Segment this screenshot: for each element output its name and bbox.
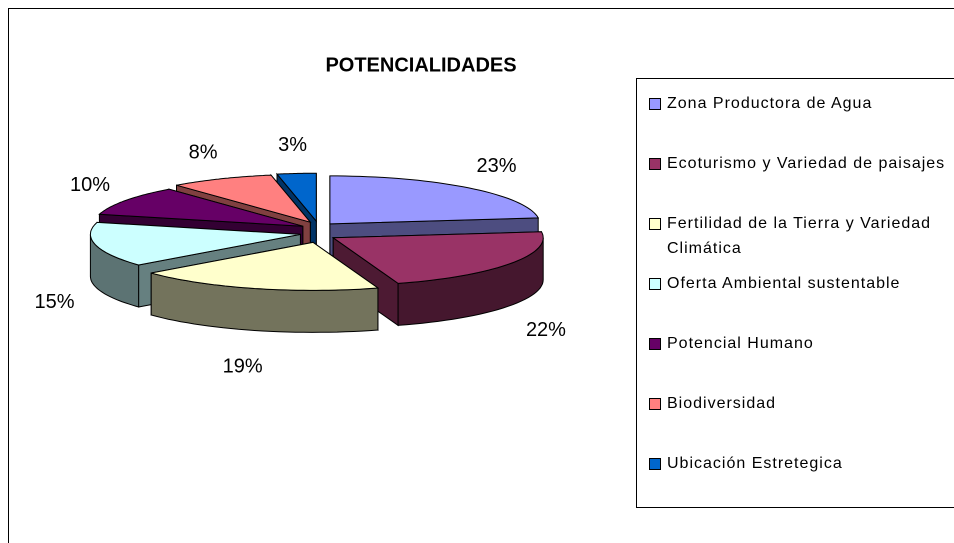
legend-entry: Zona Productora de Agua [637,91,954,151]
data-label: 19% [223,356,263,378]
slice [89,221,301,266]
legend-swatch [649,158,661,170]
legend-label: Zona Productora de Agua [667,95,873,112]
legend-label: Fertilidad de la Tierra y Variedad Climá… [667,215,932,257]
chart-frame [8,8,954,543]
legend-swatch [649,278,661,290]
legend-swatch [649,338,661,350]
chart-title: POTENCIALIDADES [325,54,516,76]
legend-swatch [649,398,661,410]
slice [151,241,380,291]
slice [331,231,544,284]
legend-swatch [649,458,661,470]
slice [329,175,540,225]
legend-swatch [649,98,661,110]
legend-entry: Ecoturismo y Variedad de paisajes [637,151,954,211]
legend-entry: Biodiversidad [637,391,954,451]
legend-entry: Oferta Ambiental sustentable [637,271,954,331]
legend-entry: Fertilidad de la Tierra y Variedad Climá… [637,211,954,271]
legend-label: Ecoturismo y Variedad de paisajes [667,155,946,172]
data-label: 3% [278,134,307,156]
legend-entry: Ubicación Estretegica [637,451,954,511]
legend-entry: Potencial Humano [637,331,954,391]
slice [98,188,303,227]
legend-label: Ubicación Estretegica [667,455,843,472]
data-label: 23% [477,155,517,177]
data-label: 10% [70,174,110,196]
legend-label: Biodiversidad [667,395,777,412]
slice [176,174,312,224]
legend-label: Potencial Humano [667,335,814,352]
data-label: 8% [189,142,218,164]
legend: Zona Productora de Agua Ecoturismo y Vari… [636,78,954,508]
data-label: 15% [34,291,74,313]
data-label: 22% [526,319,566,341]
legend-swatch [649,218,661,230]
slice [275,172,317,223]
legend-label: Oferta Ambiental sustentable [667,275,901,292]
